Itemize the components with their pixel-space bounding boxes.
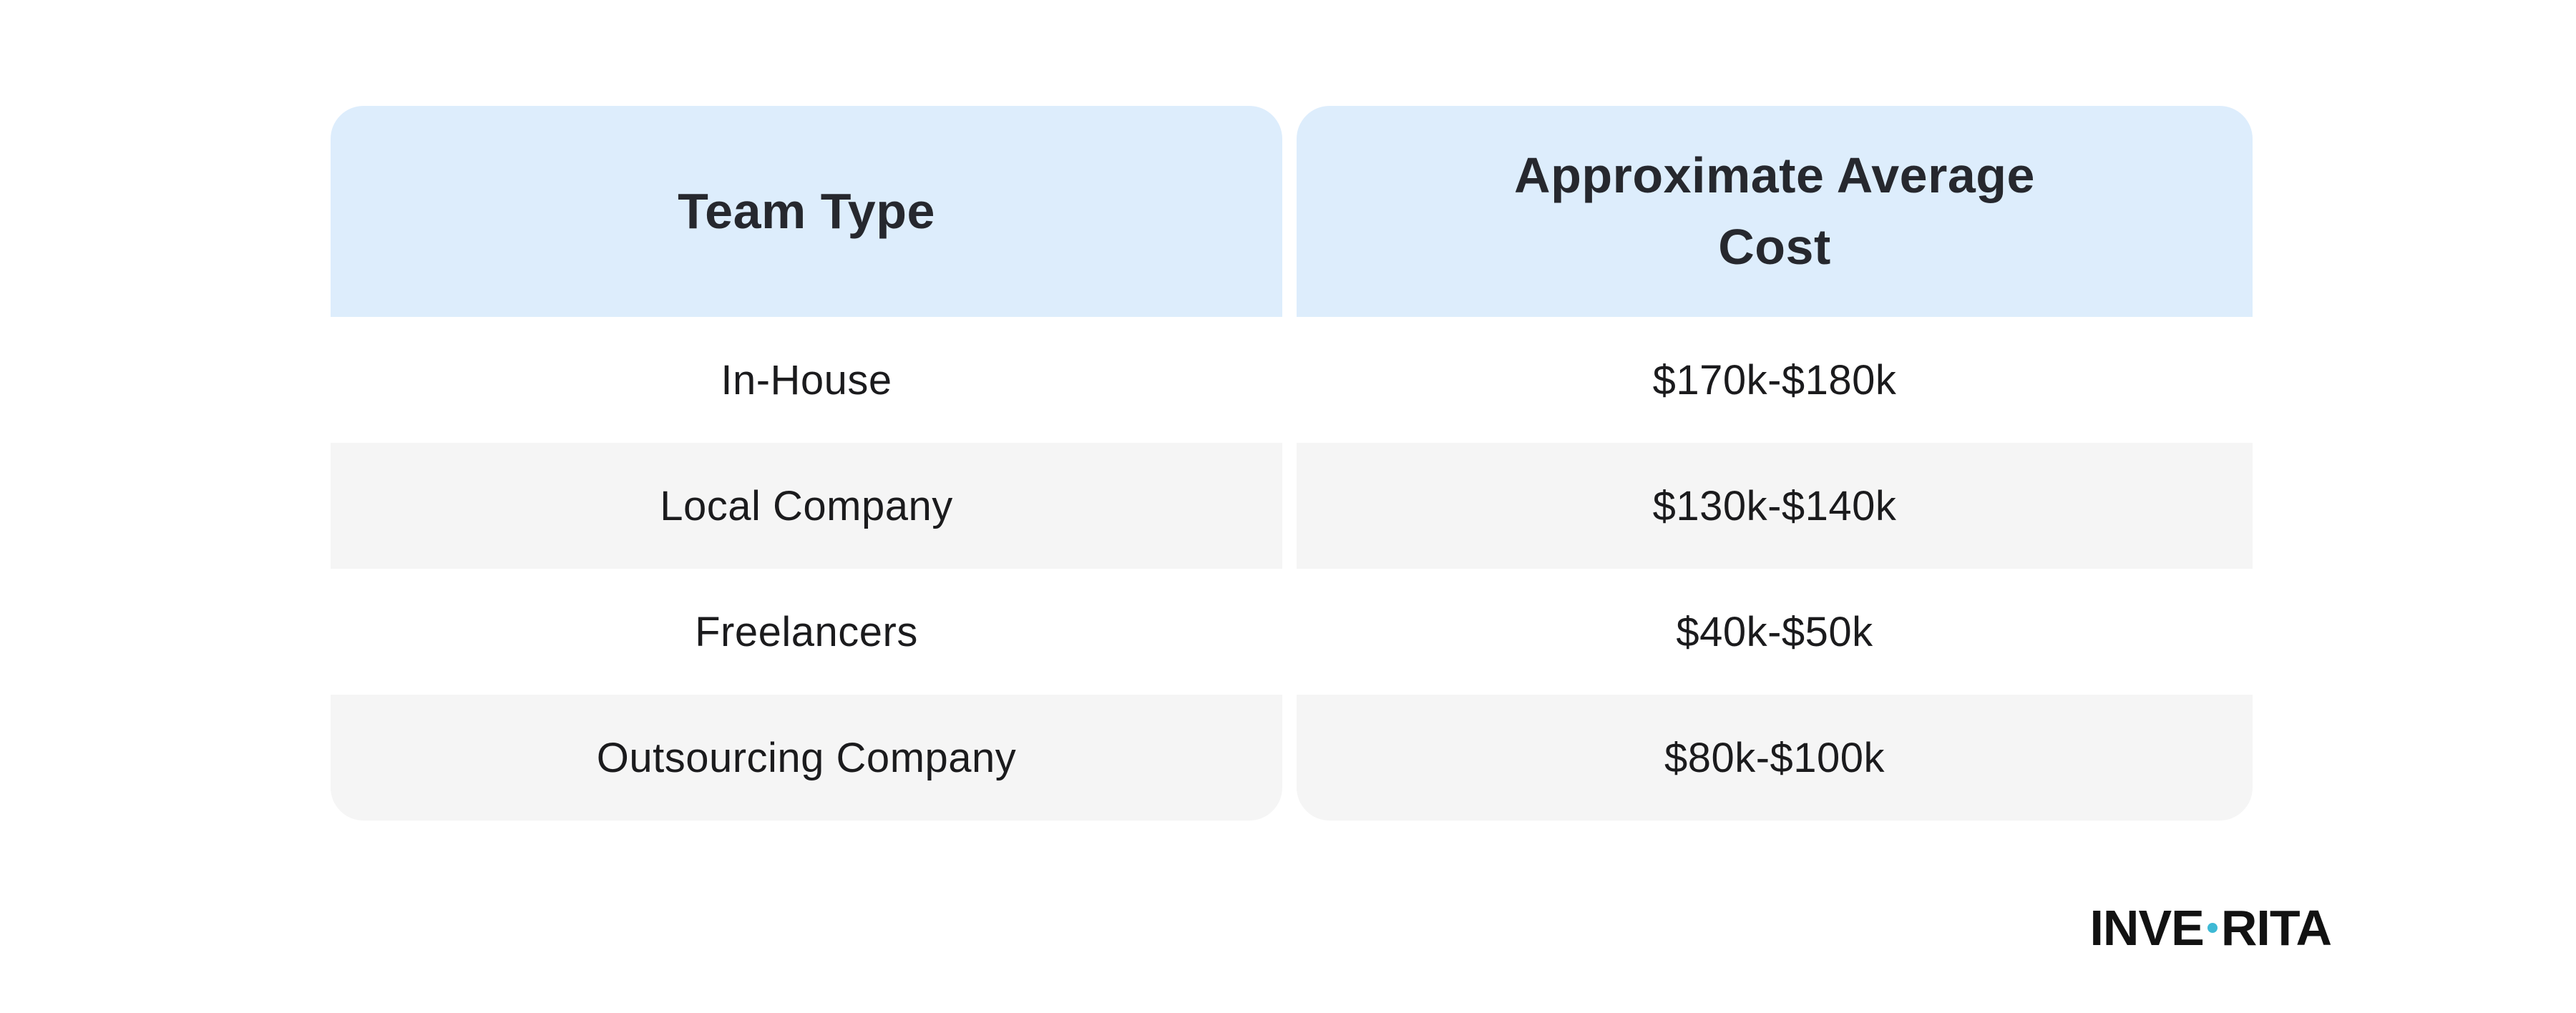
- table-row-cell-team-type-3: Freelancers: [331, 569, 1282, 695]
- cost-value: $80k-$100k: [1664, 734, 1885, 781]
- header-label-cost: Approximate Average Cost: [1514, 147, 2035, 275]
- cost-comparison-table: Team Type In-House Local Company Freelan…: [331, 106, 2253, 821]
- team-type-value: Outsourcing Company: [596, 734, 1017, 781]
- header-label-team-type: Team Type: [678, 182, 935, 239]
- column-approximate-average-cost: Approximate Average Cost $170k-$180k $13…: [1297, 106, 2253, 821]
- header-cell-team-type: Team Type: [331, 106, 1282, 317]
- table-row-cell-team-type-4: Outsourcing Company: [331, 695, 1282, 821]
- logo-text-right: RITA: [2220, 900, 2332, 956]
- inverita-logo: INVE RITA: [2089, 900, 2332, 956]
- table-row-cell-team-type-2: Local Company: [331, 443, 1282, 569]
- cost-value: $170k-$180k: [1652, 356, 1897, 403]
- table-row-cell-cost-3: $40k-$50k: [1297, 569, 2253, 695]
- table-row-cell-team-type-1: In-House: [331, 317, 1282, 443]
- cost-value: $130k-$140k: [1652, 482, 1897, 529]
- team-type-value: In-House: [721, 356, 892, 403]
- table-row-cell-cost-2: $130k-$140k: [1297, 443, 2253, 569]
- logo-text-left: INVE: [2089, 900, 2204, 956]
- header-cell-cost: Approximate Average Cost: [1297, 106, 2253, 317]
- team-type-value: Local Company: [660, 482, 953, 529]
- table-row-cell-cost-4: $80k-$100k: [1297, 695, 2253, 821]
- team-type-value: Freelancers: [695, 608, 918, 655]
- column-team-type: Team Type In-House Local Company Freelan…: [331, 106, 1282, 821]
- logo-dot-icon: [2207, 923, 2218, 933]
- table-row-cell-cost-1: $170k-$180k: [1297, 317, 2253, 443]
- cost-value: $40k-$50k: [1676, 608, 1873, 655]
